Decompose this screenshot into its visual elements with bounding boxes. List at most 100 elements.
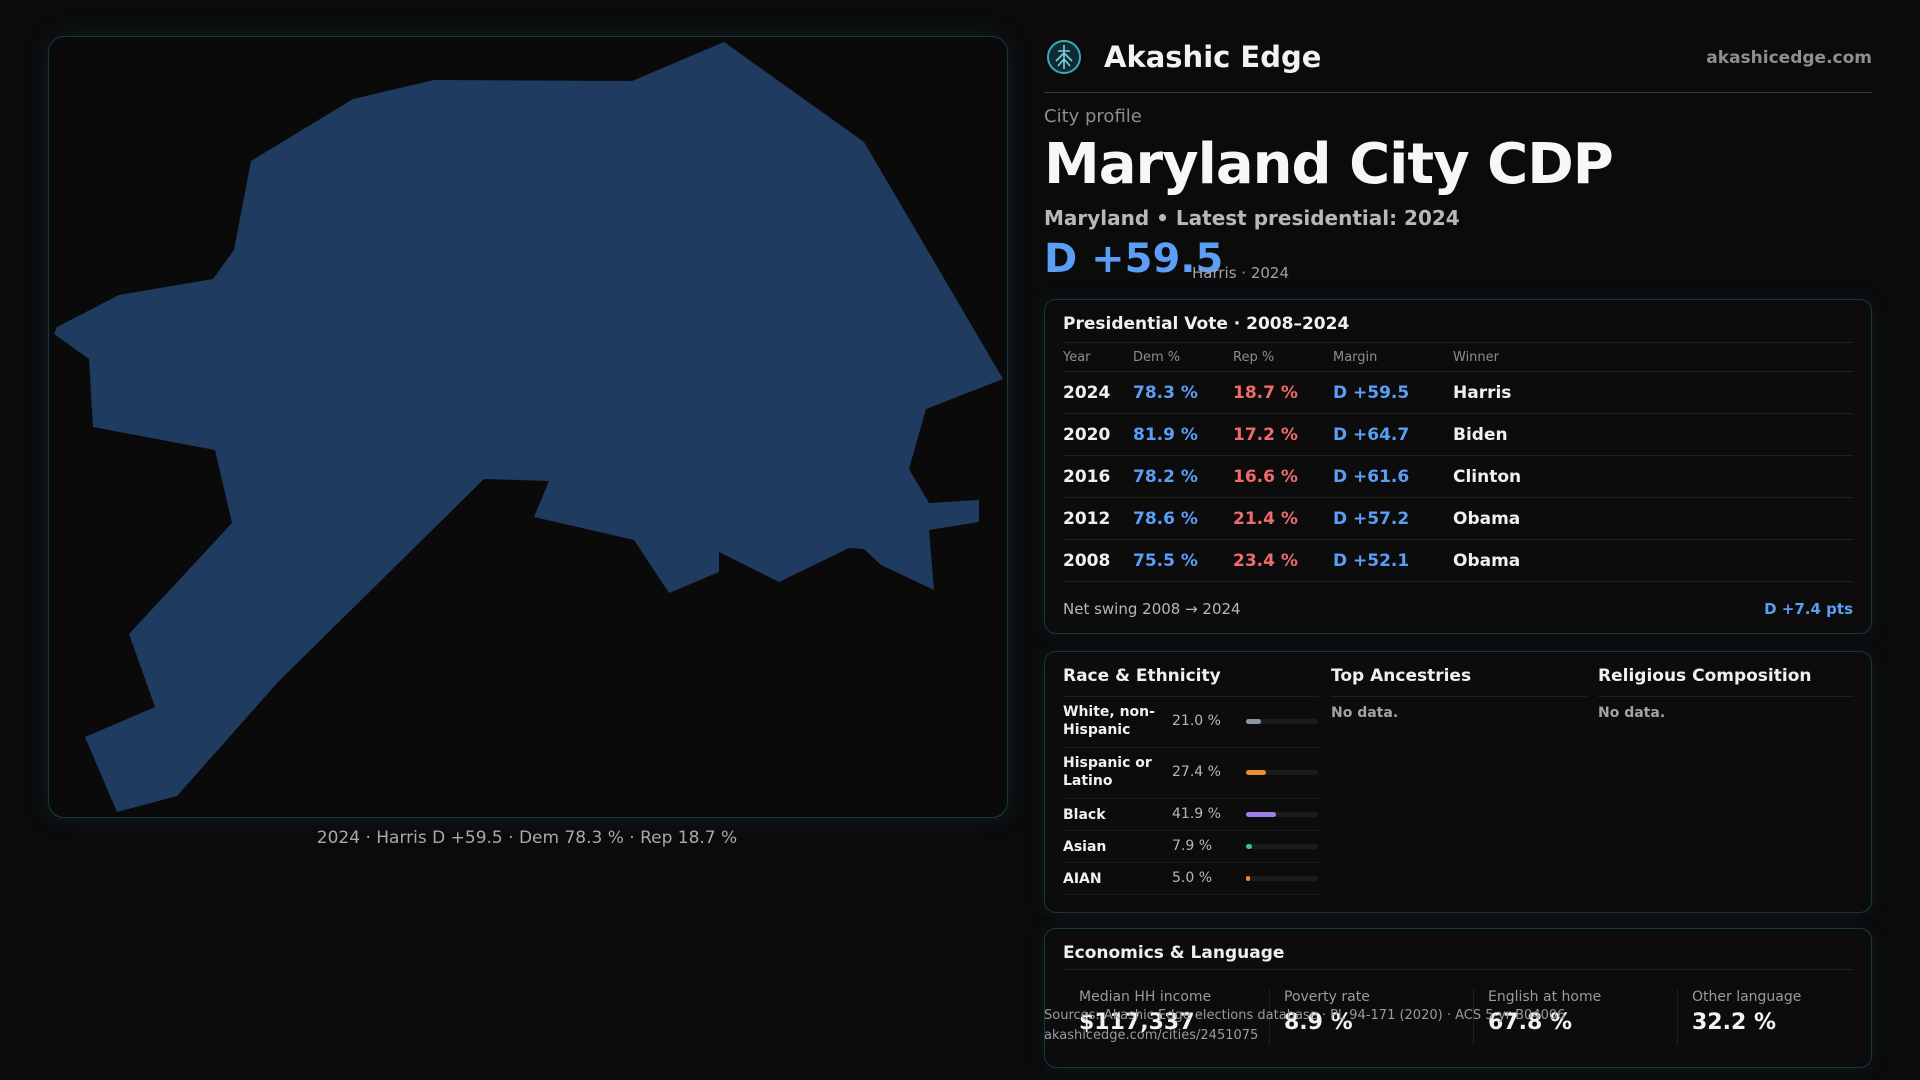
religion-title: Religious Composition	[1598, 664, 1854, 697]
presidential-vote-card: Presidential Vote · 2008–2024 Year Dem %…	[1044, 299, 1872, 634]
cell-dem: 75.5 %	[1133, 539, 1233, 582]
economics-stats: Median HH income $117,337 Poverty rate 8…	[1065, 989, 1855, 1045]
map-panel	[48, 36, 1008, 818]
econ-label: Median HH income	[1079, 989, 1212, 1005]
table-row: 2020 81.9 % 17.2 % D +64.7 Biden	[1063, 413, 1853, 456]
cell-rep: 23.4 %	[1233, 539, 1333, 582]
brand-url[interactable]: akashicedge.com	[1706, 48, 1872, 68]
race-bar-fill	[1246, 770, 1266, 775]
net-swing-label: Net swing 2008 → 2024	[1063, 600, 1241, 618]
cell-dem: 81.9 %	[1133, 413, 1233, 456]
econ-value: 67.8 %	[1488, 1010, 1572, 1035]
race-bar-track	[1246, 719, 1318, 724]
ancestries-title: Top Ancestries	[1331, 664, 1587, 697]
ancestries-column: Top Ancestries No data.	[1331, 664, 1587, 721]
cell-margin: D +52.1	[1333, 539, 1453, 582]
race-label: White, non-Hispanic	[1063, 704, 1155, 738]
map-caption: 2024 · Harris D +59.5 · Dem 78.3 % · Rep…	[316, 828, 738, 848]
source-line: Sources: Akashic Edge elections database…	[1044, 1008, 1566, 1023]
table-row: 2016 78.2 % 16.6 % D +61.6 Clinton	[1063, 455, 1853, 498]
col-header-margin: Margin	[1333, 342, 1453, 372]
page-title: Maryland City CDP	[1044, 132, 1614, 197]
cell-winner: Clinton	[1453, 455, 1853, 498]
econ-stat: Median HH income $117,337	[1065, 989, 1255, 1045]
econ-stat: English at home 67.8 %	[1473, 989, 1664, 1045]
race-row: Asian 7.9 %	[1063, 831, 1319, 863]
source-link[interactable]: akashicedge.com/cities/2451075	[1044, 1028, 1259, 1043]
cell-margin: D +59.5	[1333, 371, 1453, 414]
cell-winner: Obama	[1453, 497, 1853, 540]
race-pct: 41.9 %	[1172, 806, 1221, 822]
vote-card-title: Presidential Vote · 2008–2024	[1063, 314, 1350, 334]
headline-margin-note: Harris · 2024	[1192, 264, 1290, 282]
race-bar-fill	[1246, 719, 1262, 724]
cell-year: 2008	[1063, 539, 1133, 582]
cell-year: 2016	[1063, 455, 1133, 498]
page-kicker: City profile	[1044, 106, 1142, 127]
cell-year: 2024	[1063, 371, 1133, 414]
city-boundary-shape[interactable]	[54, 42, 1003, 812]
page-subtitle: Maryland • Latest presidential: 2024	[1044, 206, 1460, 230]
race-label: AIAN	[1063, 871, 1102, 887]
econ-value: $117,337	[1079, 1010, 1195, 1035]
race-row: Hispanic or Latino 27.4 %	[1063, 748, 1319, 799]
cell-dem: 78.6 %	[1133, 497, 1233, 540]
col-header-winner: Winner	[1453, 342, 1853, 372]
vote-table: Year Dem % Rep % Margin Winner 2024 78.3…	[1063, 342, 1853, 582]
econ-value: 32.2 %	[1692, 1010, 1776, 1035]
race-pct: 21.0 %	[1172, 713, 1221, 729]
ancestries-empty: No data.	[1331, 705, 1399, 721]
cell-winner: Obama	[1453, 539, 1853, 582]
cell-rep: 16.6 %	[1233, 455, 1333, 498]
race-pct: 27.4 %	[1172, 764, 1221, 780]
headline-margin: D +59.5	[1044, 236, 1224, 282]
col-header-rep: Rep %	[1233, 342, 1333, 372]
race-pct: 7.9 %	[1172, 838, 1213, 854]
cell-year: 2020	[1063, 413, 1133, 456]
cell-rep: 18.7 %	[1233, 371, 1333, 414]
race-label: Black	[1063, 807, 1106, 823]
col-header-year: Year	[1063, 342, 1133, 372]
map-svg	[54, 42, 1003, 812]
econ-label: Poverty rate	[1284, 989, 1370, 1005]
race-label: Asian	[1063, 839, 1107, 855]
race-pct: 5.0 %	[1172, 870, 1213, 886]
table-row: 2012 78.6 % 21.4 % D +57.2 Obama	[1063, 497, 1853, 540]
race-bar-track	[1246, 876, 1318, 881]
econ-stat: Other language 32.2 %	[1677, 989, 1868, 1045]
cell-year: 2012	[1063, 497, 1133, 540]
race-label: Hispanic or Latino	[1063, 755, 1152, 789]
cell-margin: D +64.7	[1333, 413, 1453, 456]
cell-margin: D +57.2	[1333, 497, 1453, 540]
race-bar-track	[1246, 844, 1318, 849]
race-row: AIAN 5.0 %	[1063, 863, 1319, 895]
cell-winner: Harris	[1453, 371, 1853, 414]
tree-of-life-icon	[1046, 39, 1082, 75]
race-bar-fill	[1246, 844, 1252, 849]
economics-title: Economics & Language	[1063, 943, 1285, 963]
net-swing-value: D +7.4 pts	[1764, 600, 1853, 618]
demographics-card: Race & Ethnicity White, non-Hispanic 21.…	[1044, 651, 1872, 913]
vote-table-header: Year Dem % Rep % Margin Winner	[1063, 342, 1853, 372]
cell-dem: 78.2 %	[1133, 455, 1233, 498]
race-row: White, non-Hispanic 21.0 %	[1063, 697, 1319, 748]
religion-column: Religious Composition No data.	[1598, 664, 1854, 721]
economics-card: Economics & Language Median HH income $1…	[1044, 928, 1872, 1068]
table-row: 2024 78.3 % 18.7 % D +59.5 Harris	[1063, 371, 1853, 414]
race-bar-track	[1246, 812, 1318, 817]
cell-margin: D +61.6	[1333, 455, 1453, 498]
race-bar-track	[1246, 770, 1318, 775]
religion-empty: No data.	[1598, 705, 1666, 721]
race-row: Black 41.9 %	[1063, 799, 1319, 831]
cell-rep: 17.2 %	[1233, 413, 1333, 456]
econ-label: English at home	[1488, 989, 1602, 1005]
table-row: 2008 75.5 % 23.4 % D +52.1 Obama	[1063, 539, 1853, 582]
cell-winner: Biden	[1453, 413, 1853, 456]
brand-header: Akashic Edge akashicedge.com	[1044, 36, 1872, 93]
cell-rep: 21.4 %	[1233, 497, 1333, 540]
brand-name[interactable]: Akashic Edge	[1104, 40, 1322, 74]
col-header-dem: Dem %	[1133, 342, 1233, 372]
race-ethnicity-title: Race & Ethnicity	[1063, 664, 1319, 697]
race-bar-fill	[1246, 812, 1277, 817]
race-ethnicity-column: Race & Ethnicity White, non-Hispanic 21.…	[1063, 664, 1319, 895]
